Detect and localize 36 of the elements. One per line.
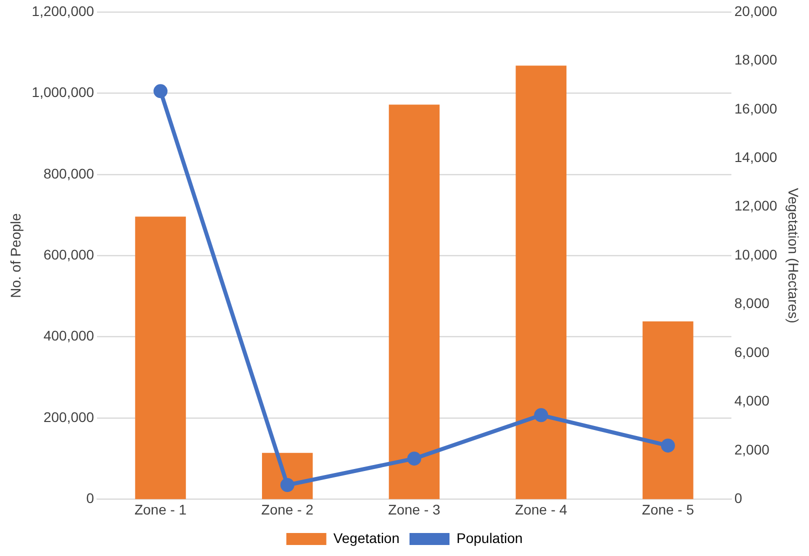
y2-tick-label: 8,000 (734, 295, 770, 312)
x-tick-label: Zone - 4 (515, 501, 568, 518)
x-tick-label: Zone - 1 (134, 501, 187, 518)
point (280, 478, 294, 492)
legend-label: Population (456, 530, 523, 546)
bar (135, 216, 186, 500)
y-tick-label: 600,000 (43, 246, 94, 262)
bar (516, 66, 566, 500)
x-tick-label: Zone - 3 (388, 501, 441, 518)
x-tick-label: Zone - 2 (261, 501, 314, 518)
y2-tick-label: 4,000 (734, 392, 770, 409)
y2-tick-label: 16,000 (734, 100, 778, 116)
y-axis-title: No. of People (7, 212, 24, 298)
y2-tick-label: 20,000 (734, 2, 778, 19)
y-tick-label: 1,000,000 (32, 84, 94, 100)
bar (388, 104, 440, 500)
y-tick-label: 1,200,000 (32, 2, 94, 19)
y-tick-label: 0 (86, 490, 94, 506)
y2-tick-label: 0 (734, 490, 742, 506)
y-tick-label: 400,000 (43, 328, 94, 344)
legend-label: Vegetation (333, 530, 400, 546)
bar (642, 321, 694, 500)
y2-tick-label: 14,000 (734, 149, 778, 166)
y2-tick-label: 10,000 (734, 246, 778, 262)
y-tick-label: 200,000 (43, 408, 94, 425)
point (154, 84, 168, 98)
x-tick-label: Zone - 5 (642, 501, 694, 518)
y2-tick-label: 6,000 (734, 344, 770, 360)
point (534, 408, 548, 422)
y-tick-label: 800,000 (43, 165, 94, 182)
y2-tick-label: 2,000 (734, 441, 770, 458)
point (660, 438, 675, 453)
y2-axis-title: Vegetation (Hectares) (786, 188, 802, 324)
point (407, 452, 422, 466)
y2-tick-label: 12,000 (734, 198, 778, 214)
y2-tick-label: 18,000 (734, 52, 778, 68)
